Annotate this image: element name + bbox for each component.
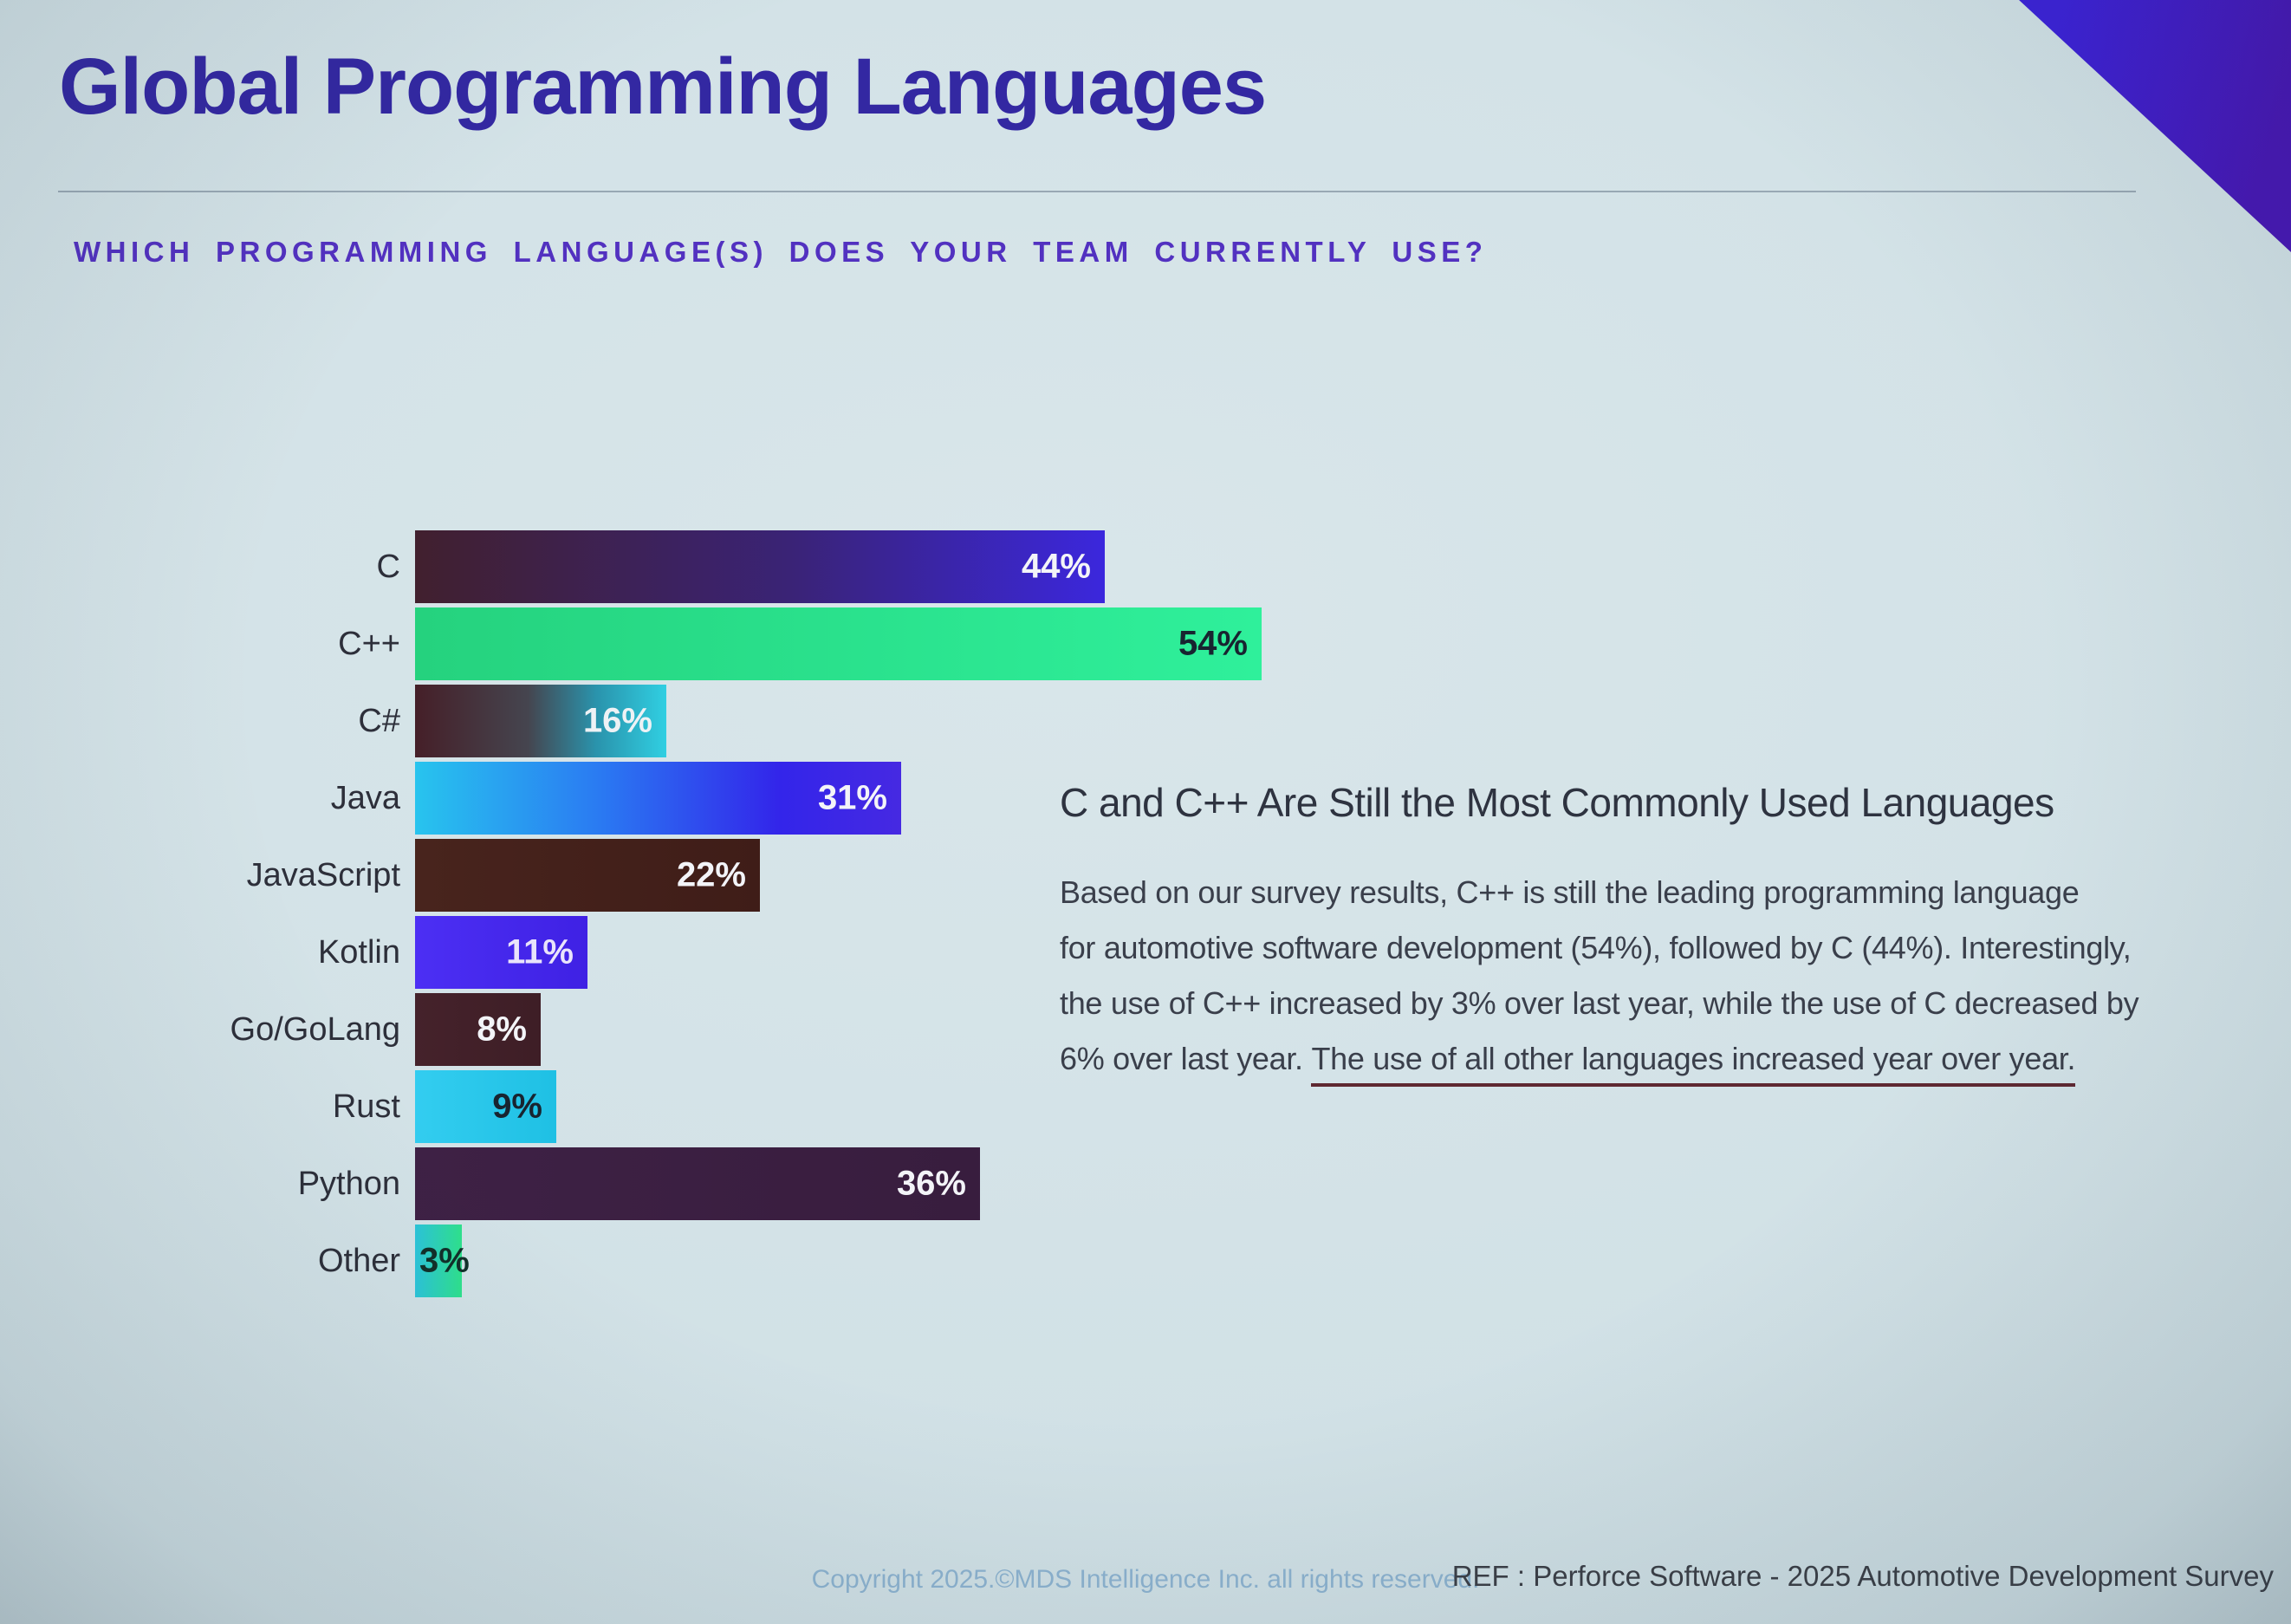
bar: 36% — [415, 1147, 980, 1220]
bar: 11% — [415, 916, 587, 989]
bar-category-label: Python — [297, 1165, 400, 1202]
bar: 31% — [415, 762, 901, 835]
bar-row: Kotlin 11% — [0, 916, 2291, 989]
bar-value-label: 36% — [896, 1164, 966, 1203]
bar-value-label: 11% — [506, 932, 574, 971]
body-line-lead: 6% over last year. — [1060, 1041, 1312, 1076]
bar: 8% — [415, 993, 541, 1066]
underlined-sentence: The use of all other languages increased… — [1311, 1040, 2076, 1087]
bar-value-label: 8% — [477, 1010, 527, 1049]
bar-category-label: Java — [330, 779, 400, 816]
bar-category-label: JavaScript — [246, 856, 400, 893]
insight-heading: C and C++ Are Still the Most Commonly Us… — [1060, 780, 2054, 825]
body-line: Based on our survey results, C++ is stil… — [1060, 874, 2080, 910]
bar-value-label: 31% — [817, 778, 887, 817]
bar-value-label: 9% — [492, 1087, 542, 1126]
bar-row: C 44% — [0, 530, 2291, 603]
bar: 54% — [415, 607, 1262, 680]
bar-category-label: Kotlin — [317, 933, 400, 971]
bar-row: Other 3% — [0, 1224, 2291, 1297]
bar-row: Java 31% — [0, 762, 2291, 835]
bar-value-label: 44% — [1021, 547, 1091, 586]
bar-value-label: 54% — [1178, 624, 1248, 663]
bar-value-label: 22% — [676, 855, 746, 894]
insight-body: Based on our survey results, C++ is stil… — [1060, 865, 2273, 1087]
footer-reference: REF : Perforce Software - 2025 Automotiv… — [1451, 1560, 2274, 1592]
bar: 22% — [415, 839, 760, 912]
bar-category-label: C# — [358, 702, 400, 739]
page-title: Global Programming Languages — [59, 42, 1267, 131]
bar-row: Python 36% — [0, 1147, 2291, 1220]
footer-copyright: Copyright 2025.©MDS Intelligence Inc. al… — [811, 1565, 1480, 1594]
bar-row: C# 16% — [0, 685, 2291, 757]
bar-value-label: 3% — [419, 1241, 470, 1280]
body-line: the use of C++ increased by 3% over last… — [1060, 985, 2139, 1021]
bar-category-label: Go/GoLang — [230, 1010, 400, 1048]
bar-chart: C 44% C++ 54% C# 16% Java 31% JavaScript 22% Kotli… — [0, 530, 2291, 1302]
bar: 44% — [415, 530, 1105, 603]
bar: 9% — [415, 1070, 556, 1143]
bar-category-label: C++ — [338, 625, 400, 662]
bar-row: C++ 54% — [0, 607, 2291, 680]
title-separator — [58, 191, 2136, 192]
insight-block: C and C++ Are Still the Most Commonly Us… — [1060, 778, 2273, 1087]
page-subtitle: WHICH PROGRAMMING LANGUAGE(S) DOES YOUR … — [74, 236, 1488, 268]
bar: 16% — [415, 685, 666, 757]
bar: 3% — [415, 1224, 470, 1297]
body-line: for automotive software development (54%… — [1060, 930, 2132, 965]
bar-row: Go/GoLang 8% — [0, 993, 2291, 1066]
bar-category-label: Rust — [332, 1088, 400, 1125]
bar-category-label: Other — [317, 1242, 400, 1279]
bar-value-label: 16% — [582, 701, 652, 740]
bar-row: Rust 9% — [0, 1070, 2291, 1143]
bar-category-label: C — [376, 548, 400, 585]
bar-row: JavaScript 22% — [0, 839, 2291, 912]
body-line: 6% over last year. The use of all other … — [1060, 1031, 2273, 1087]
corner-accent-triangle — [2019, 0, 2291, 252]
